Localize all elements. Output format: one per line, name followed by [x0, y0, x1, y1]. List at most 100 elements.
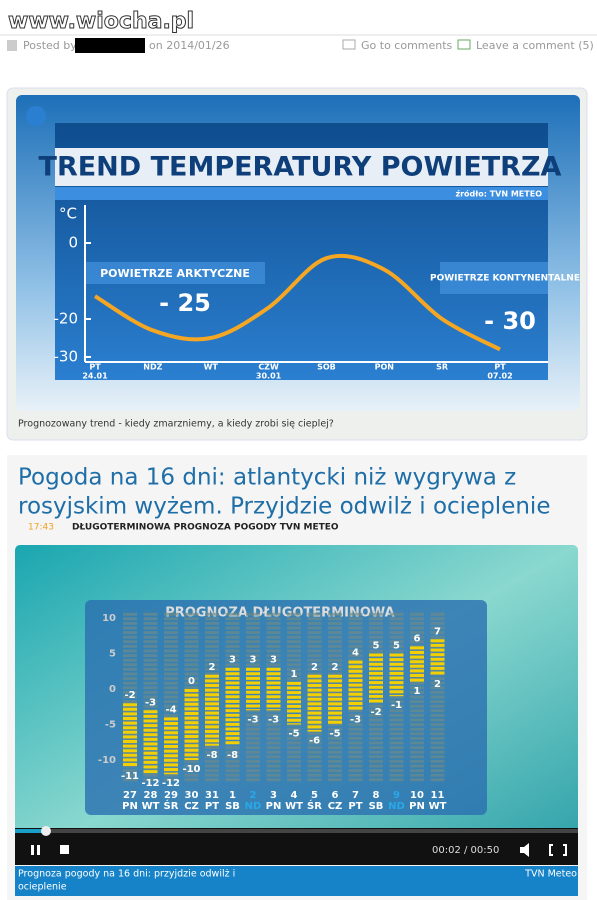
- weekday-label: SB: [369, 801, 384, 812]
- weekday-label: WT: [142, 801, 160, 812]
- y-tick-label: -20: [54, 310, 79, 328]
- post-date: on 2014/01/26: [149, 39, 230, 52]
- chart-source: źródło: TVN METEO: [455, 189, 542, 199]
- day-label: 2: [250, 790, 257, 801]
- low-label: 2: [434, 679, 441, 690]
- video-caption: ocieplenie: [18, 882, 67, 893]
- weekday-label: PT: [348, 801, 362, 812]
- weekday-label: PN: [266, 801, 282, 812]
- x-date-label: 07.02: [487, 372, 512, 381]
- low-label: -3: [350, 714, 361, 725]
- low-label: -12: [141, 778, 159, 789]
- high-label: 2: [332, 662, 339, 673]
- annotation-text: POWIETRZE ARKTYCZNE: [100, 267, 250, 280]
- high-label: -4: [165, 704, 176, 715]
- y-tick-label: -10: [98, 755, 116, 766]
- weekday-label: ŚR: [307, 799, 322, 812]
- x-tick-label: PT: [494, 363, 506, 372]
- day-label: 8: [373, 790, 380, 801]
- y-tick-label: -5: [105, 720, 116, 731]
- high-label: 5: [393, 641, 400, 652]
- comments-link[interactable]: Go to comments: [361, 39, 453, 52]
- article-subtitle: DŁUGOTERMINOWA PROGNOZA POGODY TVN METEO: [72, 523, 339, 533]
- video-caption: Prognoza pogody na 16 dni: przyjdzie odw…: [18, 869, 235, 880]
- post-icon: [7, 40, 17, 51]
- article-title[interactable]: rosyjskim wyżem. Przyjdzie odwilż i ocie…: [18, 494, 550, 520]
- low-label: -8: [206, 750, 217, 761]
- y-tick-label: 0: [109, 684, 116, 695]
- y-tick-label: 10: [102, 613, 116, 624]
- day-label: 28: [144, 790, 158, 801]
- article-title[interactable]: Pogoda na 16 dni: atlantycki niż wygrywa…: [18, 465, 516, 491]
- video-source: TVN Meteo: [524, 869, 577, 880]
- weekday-label: PT: [205, 801, 219, 812]
- progress-handle[interactable]: [41, 826, 51, 836]
- weekday-label: ND: [245, 801, 262, 812]
- day-label: 3: [270, 790, 277, 801]
- low-label: -8: [227, 750, 238, 761]
- stop-button[interactable]: [60, 845, 69, 854]
- title-stripe: [55, 187, 548, 200]
- low-label: -5: [288, 729, 299, 740]
- day-label: 6: [332, 790, 339, 801]
- weekday-label: PN: [409, 801, 425, 812]
- add-comment-icon: [457, 39, 471, 50]
- high-label: 2: [311, 662, 318, 673]
- y-tick-label: 5: [109, 649, 116, 660]
- y-tick-label: 0: [68, 234, 78, 252]
- low-label: 1: [414, 686, 421, 697]
- high-label: 5: [373, 641, 380, 652]
- x-date-label: 24.01: [82, 372, 108, 381]
- annotation-value: - 25: [159, 289, 211, 317]
- high-label: 7: [434, 626, 441, 637]
- progress-track[interactable]: [15, 829, 578, 833]
- annotation-text: POWIETRZE KONTYNENTALNE: [430, 274, 580, 284]
- x-date-label: 30.01: [256, 372, 282, 381]
- air-mass-band: [440, 262, 548, 294]
- low-label: -6: [309, 736, 320, 747]
- high-label: 3: [229, 655, 236, 666]
- low-label: -11: [121, 771, 139, 782]
- low-label: -1: [391, 700, 402, 711]
- x-tick-label: ŚR: [436, 361, 448, 372]
- day-label: 29: [164, 790, 178, 801]
- article-time: 17:43: [28, 523, 54, 533]
- fullscreen-button[interactable]: [549, 844, 567, 856]
- air-mass-band: [85, 262, 265, 284]
- day-label: 31: [205, 790, 219, 801]
- x-tick-label: NDZ: [143, 363, 162, 372]
- pause-button[interactable]: [37, 845, 40, 855]
- high-label: -2: [124, 690, 135, 701]
- pause-button[interactable]: [31, 845, 34, 855]
- trend-line: [93, 253, 501, 352]
- weekday-label: CZ: [328, 801, 343, 812]
- high-label: 3: [270, 655, 277, 666]
- weekday-label: WT: [285, 801, 303, 812]
- logo[interactable]: www.wiocha.pl: [8, 9, 195, 35]
- x-tick-label: WT: [204, 363, 219, 372]
- title-band: [55, 148, 548, 186]
- weekday-label: ŚR: [164, 799, 179, 812]
- x-tick-label: SOB: [317, 363, 336, 372]
- day-label: 30: [185, 790, 199, 801]
- high-label: 2: [209, 662, 216, 673]
- weekday-label: SB: [225, 801, 240, 812]
- y-axis-label: °C: [59, 205, 77, 223]
- tvn-logo: [26, 106, 46, 126]
- high-label: 4: [352, 648, 359, 659]
- low-label: -3: [268, 714, 279, 725]
- low-label: -12: [162, 778, 180, 789]
- x-tick-label: PON: [375, 363, 394, 372]
- day-label: 7: [352, 790, 359, 801]
- day-label: 1: [229, 790, 236, 801]
- video-caption-bar: [15, 866, 578, 896]
- volume-button[interactable]: [520, 843, 529, 857]
- annotation-value: - 30: [484, 307, 536, 335]
- redacted-author: [75, 38, 145, 53]
- low-label: -3: [247, 714, 258, 725]
- day-label: 27: [123, 790, 137, 801]
- progress-fill: [15, 829, 47, 833]
- day-label: 11: [431, 790, 445, 801]
- leave-comment[interactable]: Leave a comment (5): [476, 39, 594, 52]
- video-controls: [15, 828, 578, 865]
